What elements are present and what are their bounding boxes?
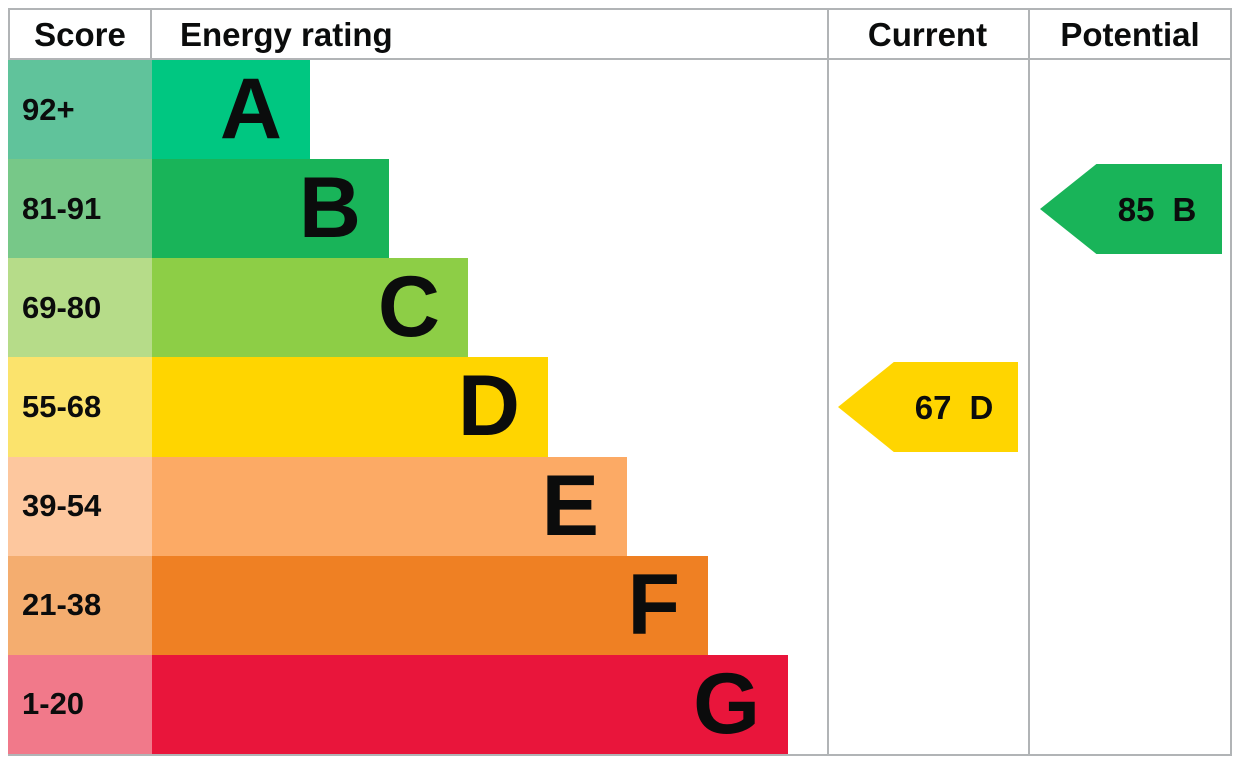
header-current: Current: [867, 15, 988, 53]
band-b-letter: B: [298, 160, 361, 257]
band-d-letter: D: [457, 358, 520, 455]
band-f-bar: F: [152, 555, 708, 655]
current-rating-band: D: [969, 388, 994, 426]
band-e-score-range: 39-54: [8, 456, 152, 556]
divider-potential-column: [1028, 8, 1030, 756]
potential-rating-band: B: [1172, 190, 1197, 228]
band-d-bar: D: [152, 357, 548, 457]
band-a-letter: A: [219, 61, 282, 158]
band-e-letter: E: [541, 457, 599, 554]
band-c-letter: C: [377, 259, 440, 356]
band-row-f: 21-38 F: [8, 555, 1232, 655]
band-rows: 92+ A 81-91 B 69-80 C 55-68 D: [8, 60, 1232, 754]
divider-current-column: [827, 8, 829, 756]
band-a-bar: A: [152, 60, 310, 160]
header-energy-rating: Energy rating: [180, 15, 393, 53]
header-potential: Potential: [1060, 15, 1200, 53]
header-row: Score Energy rating Current Potential: [8, 8, 1232, 60]
band-c-score-range: 69-80: [8, 258, 152, 358]
current-rating-value: 67: [914, 388, 952, 426]
chart-area: Score Energy rating Current Potential 92…: [8, 8, 1232, 756]
potential-rating-value: 85: [1117, 190, 1155, 228]
band-row-b: 81-91 B: [8, 159, 1232, 259]
band-f-letter: F: [627, 556, 680, 653]
band-b-bar: B: [152, 159, 389, 259]
band-g-letter: G: [693, 655, 760, 752]
band-row-d: 55-68 D: [8, 357, 1232, 457]
band-row-a: 92+ A: [8, 60, 1232, 160]
band-row-c: 69-80 C: [8, 258, 1232, 358]
band-d-score-range: 55-68: [8, 357, 152, 457]
band-f-score-range: 21-38: [8, 555, 152, 655]
band-b-score-range: 81-91: [8, 159, 152, 259]
band-g-bar: G: [152, 654, 788, 754]
band-e-bar: E: [152, 456, 627, 556]
band-row-g: 1-20 G: [8, 654, 1232, 754]
band-c-bar: C: [152, 258, 468, 358]
band-g-score-range: 1-20: [8, 654, 152, 754]
header-score: Score: [8, 10, 152, 58]
chart-right-border: [1230, 8, 1232, 756]
band-a-score-range: 92+: [8, 60, 152, 160]
band-row-e: 39-54 E: [8, 456, 1232, 556]
chart-bottom-border: [8, 754, 1232, 756]
